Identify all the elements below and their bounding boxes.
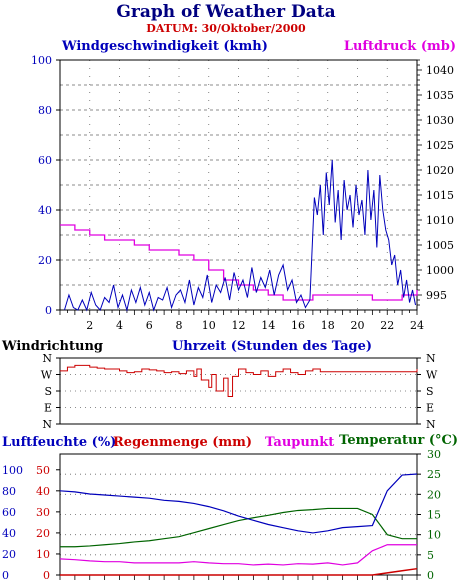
y-right-tick-label: 1020 — [426, 164, 454, 177]
x-tick-label: 20 — [351, 319, 365, 332]
x-tick-label: 24 — [410, 319, 424, 332]
humidity-axis-label: Luftfeuchte (%) — [2, 435, 116, 450]
temperature-series-line — [60, 507, 417, 548]
x-axis-label: Uhrzeit (Stunden des Tage) — [172, 339, 372, 354]
temperature-tick-label: 0 — [427, 569, 434, 582]
rain-tick-label: 0 — [43, 569, 50, 582]
temperature-tick-label: 5 — [427, 549, 434, 562]
x-tick-label: 14 — [261, 319, 275, 332]
y-right-tick-label: 1005 — [426, 239, 454, 252]
y-right-tick-label: S — [426, 385, 434, 398]
plot-frame — [59, 59, 418, 311]
y-tick-label: 0 — [45, 304, 52, 317]
rain-axis-label: Regenmenge (mm) — [113, 435, 252, 450]
temperature-tick-label: 10 — [427, 529, 441, 542]
y-right-tick-label: 1035 — [426, 89, 454, 102]
y-tick-label: 40 — [38, 204, 52, 217]
x-tick-label: 10 — [202, 319, 216, 332]
wind-pressure-panel: 0204060801009951000100510101015102010251… — [31, 54, 454, 332]
y-right-tick-label: 995 — [426, 289, 447, 302]
humidity-tick-label: 0 — [2, 569, 9, 582]
y-right-tick-label: N — [426, 418, 436, 431]
y-right-tick-label: 1000 — [426, 264, 454, 277]
rain-tick-label: 10 — [36, 548, 50, 561]
wind-axis-label: Windgeschwindigkeit (kmh) — [61, 39, 268, 54]
plot-frame — [59, 453, 418, 576]
plot-frame — [59, 357, 418, 425]
y-tick-label: 60 — [38, 154, 52, 167]
y-tick-label: E — [44, 402, 52, 415]
humidity-tick-label: 100 — [2, 464, 23, 477]
temperature-tick-label: 20 — [427, 488, 441, 501]
rain-tick-label: 30 — [36, 506, 50, 519]
humidity-temp-panel: 0 20 40 60 80 100 0 10 20 30 40 50 0 5 10 15 20 25 30 — [2, 448, 441, 582]
y-right-tick-label: N — [426, 352, 436, 365]
y-tick-label: 80 — [38, 104, 52, 117]
y-right-tick-label: W — [426, 369, 438, 382]
y-right-tick-label: 1040 — [426, 64, 454, 77]
y-tick-label: W — [41, 369, 53, 382]
dewpoint-series-line — [59, 544, 417, 566]
y-right-tick-label: 1030 — [426, 114, 454, 127]
direction-title: Windrichtung — [1, 339, 103, 354]
wind-series-line — [63, 159, 417, 312]
x-tick-label: 2 — [86, 319, 93, 332]
humidity-tick-label: 60 — [2, 506, 16, 519]
rain-series-line — [60, 567, 418, 576]
x-tick-label: 16 — [291, 319, 305, 332]
temperature-tick-label: 15 — [427, 509, 441, 522]
pressure-axis-label: Luftdruck (mb) — [344, 39, 456, 54]
x-tick-label: 18 — [321, 319, 335, 332]
y-right-tick-label: 1025 — [426, 139, 454, 152]
y-right-tick-label: 1010 — [426, 214, 454, 227]
x-tick-label: 8 — [176, 319, 183, 332]
dewpoint-label: Taupunkt — [265, 435, 334, 450]
direction-series-line — [60, 364, 418, 397]
x-tick-label: 22 — [380, 319, 394, 332]
page-subtitle: DATUM: 30/Oktober/2000 — [146, 22, 306, 35]
y-tick-label: 100 — [31, 54, 52, 67]
temperature-tick-label: 25 — [427, 468, 441, 481]
y-tick-label: N — [42, 418, 52, 431]
y-tick-label: 20 — [38, 254, 52, 267]
x-tick-label: 4 — [116, 319, 123, 332]
rain-tick-label: 20 — [36, 527, 50, 540]
humidity-tick-label: 40 — [2, 527, 16, 540]
humidity-tick-label: 20 — [2, 548, 16, 561]
rain-tick-label: 40 — [36, 485, 50, 498]
pressure-series-line — [60, 224, 418, 301]
x-tick-label: 6 — [146, 319, 153, 332]
humidity-series-line — [59, 473, 418, 534]
temperature-axis-label: Temperatur (°C) — [339, 433, 458, 448]
page-title: Graph of Weather Data — [116, 2, 335, 22]
x-tick-label: 12 — [232, 319, 246, 332]
y-tick-label: S — [44, 385, 52, 398]
y-right-tick-label: 1015 — [426, 189, 454, 202]
y-tick-label: N — [42, 352, 52, 365]
humidity-tick-label: 80 — [2, 485, 16, 498]
temperature-tick-label: 30 — [427, 448, 441, 461]
y-right-tick-label: E — [426, 402, 434, 415]
rain-tick-label: 50 — [36, 464, 50, 477]
